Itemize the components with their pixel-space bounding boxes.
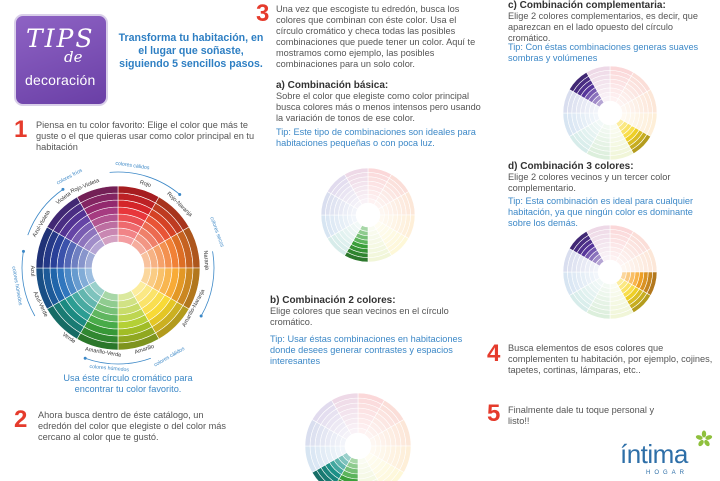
- brand-logo: íntima: [620, 439, 688, 469]
- combo-c-tip: Tip: Con éstas combinaciones generas sua…: [508, 42, 699, 63]
- wheel-center: [92, 242, 144, 294]
- step-4-number: 4: [487, 340, 501, 367]
- combo-a-text: Sobre el color que elegiste como color p…: [276, 91, 481, 123]
- tips-logo-subtitle: decoración: [25, 72, 96, 88]
- step-1-number: 1: [14, 116, 28, 143]
- wheel-segment: [76, 185, 119, 204]
- wheel-arrow: [27, 189, 64, 236]
- wheel-segment: [371, 478, 379, 481]
- arrow-head-icon: [61, 187, 65, 191]
- tips-logo-de: de: [64, 48, 83, 66]
- headline: Transforma tu habitación, en el lugar qu…: [118, 32, 264, 70]
- wheel-descriptor: colores húmedos: [89, 364, 129, 373]
- arrow-head-icon: [21, 249, 25, 253]
- combo-d-title: d) Combinación 3 colores:: [508, 161, 634, 172]
- combo-d-tip: Tip: Esta combinación es ideal para cual…: [508, 196, 694, 228]
- wheel-arrow: [85, 357, 151, 365]
- wheel-descriptor: colores fríos: [56, 168, 84, 187]
- tips-logo: TIPS de decoración: [14, 14, 108, 106]
- wheel-descriptor: colores cálidos: [153, 346, 186, 369]
- combo-a-title: a) Combinación básica:: [276, 80, 389, 91]
- combo-a-tip: Tip: Este tipo de combinaciones son idea…: [276, 127, 476, 148]
- flower-icon: [695, 430, 713, 447]
- tips-logo-title: TIPS: [26, 24, 95, 53]
- arrow-head-icon: [178, 192, 182, 196]
- combo-c-wheel: [562, 65, 658, 161]
- wheel-label: Naranja: [202, 250, 210, 271]
- combo-d-text: Elige 2 colores vecinos y un tercer colo…: [508, 172, 671, 193]
- wheel-label: Rojo: [139, 180, 152, 189]
- combo-b-wheel: [304, 392, 412, 481]
- step-2-number: 2: [14, 406, 28, 433]
- step-4-text: Busca elementos de esos colores que comp…: [508, 343, 713, 375]
- step-1-text: Piensa en tu color favorito: Elige el co…: [36, 120, 255, 152]
- wheel-label: Amarillo: [134, 344, 155, 356]
- wheel-arrow: [200, 251, 215, 317]
- step-3-number: 3: [256, 0, 270, 27]
- wheel-arrow: [109, 171, 180, 195]
- wheel-segment: [390, 469, 405, 481]
- wheel-descriptor: colores cálidos: [115, 161, 150, 172]
- wheel-center: [356, 203, 380, 227]
- combo-b-text: Elige colores que sean vecinos en el cír…: [270, 306, 449, 327]
- wheel-caption: Usa éste círculo cromático para encontra…: [63, 373, 193, 394]
- combo-b-tip: Tip: Usar éstas combinaciones en habitac…: [270, 334, 463, 366]
- wheel-descriptor: colores húmedos: [10, 266, 23, 306]
- step-2-text: Ahora busca dentro de éste catálogo, un …: [38, 410, 226, 442]
- wheel-center: [345, 433, 371, 459]
- step-3-text: Una vez que escogiste tu edredón, busca …: [276, 4, 476, 69]
- brand-sub: HOGAR: [646, 470, 689, 476]
- wheel-segment: [344, 167, 369, 179]
- combo-c-text: Elige 2 colores complementarios, es deci…: [508, 11, 698, 43]
- wheel-segment: [586, 65, 611, 77]
- wheel-descriptor: colores secos: [208, 216, 225, 248]
- arrow-head-icon: [83, 356, 87, 360]
- combo-b-title: b) Combinación 2 colores:: [270, 295, 396, 306]
- wheel-segment: [586, 224, 611, 236]
- combo-c-title: c) Combinación complementaria:: [508, 0, 666, 11]
- wheel-center: [598, 260, 622, 284]
- combo-a-wheel: [320, 167, 416, 263]
- wheel-label: Azul: [29, 265, 35, 276]
- step-5-number: 5: [487, 400, 501, 427]
- arrow-head-icon: [199, 314, 203, 318]
- wheel-center: [598, 101, 622, 125]
- wheel-segment: [331, 392, 359, 405]
- step-5-text: Finalmente dale tu toque personal y list…: [508, 405, 655, 426]
- wheel-arrow: [21, 251, 36, 317]
- combo-d-wheel: [562, 224, 658, 320]
- wheel-segment: [337, 478, 345, 481]
